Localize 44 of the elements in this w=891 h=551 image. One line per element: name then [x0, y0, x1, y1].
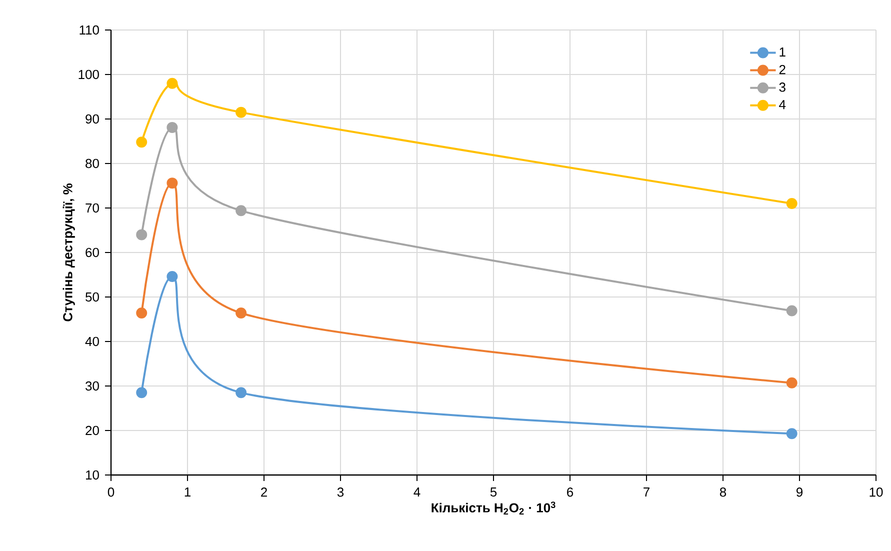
x-tick-label: 8 [720, 488, 726, 497]
x-tick-label: 1 [184, 488, 190, 496]
point [786, 198, 798, 210]
point [136, 308, 148, 319]
y-tick-label: 100 [78, 70, 99, 80]
x-tick-label: 9 [796, 488, 803, 497]
point [236, 387, 247, 398]
y-tick-label: 90 [86, 114, 99, 124]
x-tick-label: 5 [490, 488, 497, 497]
point [166, 271, 178, 282]
point [136, 229, 148, 240]
y-tick-label: 20 [86, 426, 99, 436]
y-tick-label: 60 [86, 248, 99, 258]
point [136, 136, 148, 148]
legend-label: 4 [779, 100, 786, 110]
y-tick-label: 50 [86, 292, 99, 302]
legend-label: 3 [779, 82, 786, 92]
point [166, 178, 178, 189]
x-tick-label: 4 [414, 488, 420, 496]
point [236, 205, 247, 216]
y-tick-label: 110 [80, 25, 99, 35]
x-tick-label: 7 [644, 488, 650, 496]
y-tick-label: 40 [85, 336, 99, 346]
text: Кількість H$_{2}$O$_{2}$ · 10$^{3}$ [432, 502, 556, 515]
y-tick-label: 30 [86, 381, 99, 391]
point [786, 305, 798, 316]
y-tick-label: 10 [86, 470, 99, 480]
point [786, 377, 798, 388]
point [166, 122, 178, 133]
point [236, 106, 247, 118]
x-tick-label: 6 [567, 488, 574, 497]
x-tick-label: 0 [108, 488, 114, 497]
x-tick-label: 10 [870, 488, 883, 497]
point [236, 308, 247, 319]
legend-label: 1 [780, 48, 786, 56]
point [786, 428, 798, 440]
legend-label: 2 [779, 64, 786, 74]
point [136, 387, 148, 398]
y-tick-label: 70 [86, 203, 99, 213]
point [166, 78, 178, 89]
x-tick-label: 3 [337, 488, 344, 497]
y-tick-label: 80 [86, 158, 99, 168]
y-axis-title: Ступінь деструкції, % [62, 183, 75, 322]
x-tick-label: 2 [261, 488, 267, 497]
